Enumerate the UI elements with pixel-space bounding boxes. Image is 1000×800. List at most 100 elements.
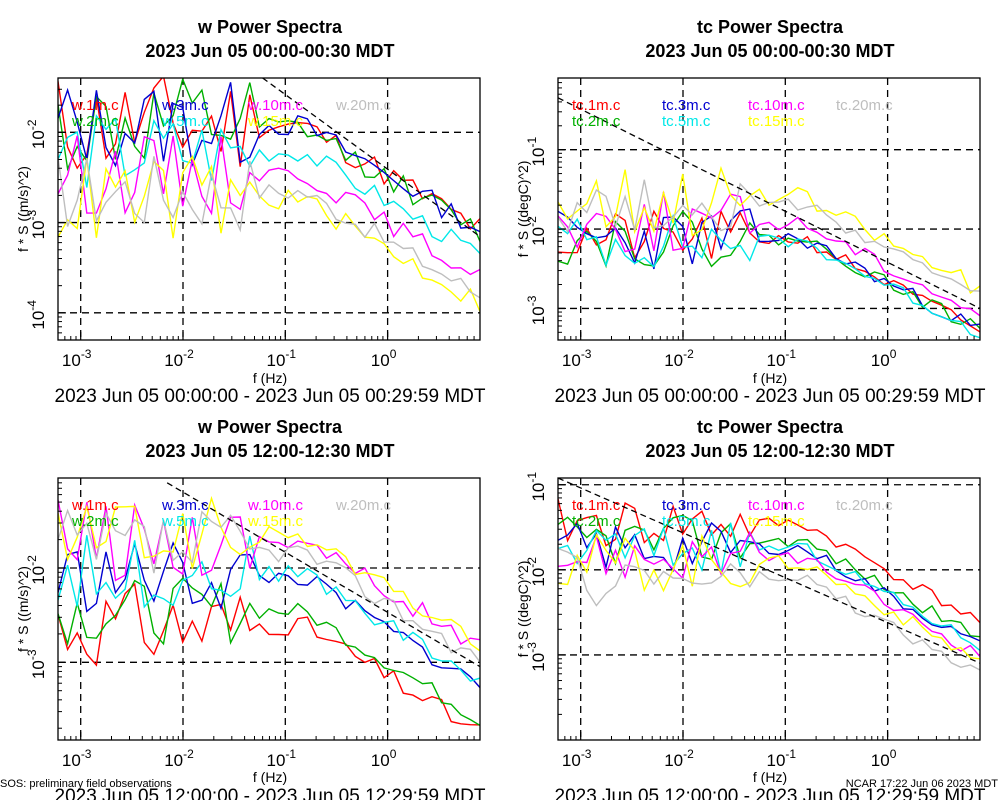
series-line-20m [58,508,480,663]
legend-entry-15m: tc.15m.c [748,513,805,530]
series-line-1m [58,78,480,230]
legend-entry-2m: w.2m.c [71,513,119,530]
x-tick-label: 10-2 [664,347,694,370]
series-line-2m [58,577,480,726]
footer-left: SOS: preliminary field observations [0,778,172,790]
y-tick-label: 10-3 [25,209,48,239]
legend-entry-1m: tc.1m.c [572,97,621,114]
chart-panel-1: w Power Spectra 2023 Jun 05 00:00-00:30 M… [15,17,486,407]
legend-entry-2m: tc.2m.c [572,513,621,530]
series-line-15m [58,495,480,652]
x-tick-label: 10-3 [62,347,92,370]
chart-title: w Power Spectra [197,17,343,37]
chart-subtitle: 2023 Jun 05 00:00-00:30 MDT [645,41,894,61]
y-tick-label: 10-3 [25,649,48,679]
series-line-15m [558,165,980,294]
y-tick-label: 10-1 [525,137,548,167]
y-tick-label: 10-3 [525,642,548,672]
series-line-15m [558,533,980,660]
series-line-15m [58,154,480,312]
legend-entry-3m: w.3m.c [161,97,209,114]
x-axis-label: f (Hz) [753,370,787,386]
reference-slope-line [166,482,480,668]
legend-entry-2m: tc.2m.c [572,113,621,130]
series-group [558,498,980,671]
legend-entry-3m: tc.3m.c [662,97,711,114]
series-line-1m [558,209,980,333]
reference-slope-line [262,78,480,238]
y-tick-label: 10-1 [525,472,548,502]
legend-entry-15m: tc.15m.c [748,113,805,130]
x-tick-label: 100 [871,747,897,770]
series-line-20m [58,156,480,299]
chart-subtitle: 2023 Jun 05 00:00-00:30 MDT [145,41,394,61]
series-line-5m [558,213,980,339]
x-tick-label: 10-2 [664,747,694,770]
x-tick-label: 10-2 [164,747,194,770]
legend-entry-10m: w.10m.c [247,497,304,514]
y-tick-label: 10-2 [25,555,48,585]
x-tick-label: 100 [871,347,897,370]
legend-entry-20m: tc.20m.c [836,497,893,514]
x-tick-label: 10-1 [267,747,297,770]
y-tick-label: 10-4 [25,300,48,330]
x-axis-label: f (Hz) [753,769,787,785]
legend-entry-1m: w.1m.c [71,97,119,114]
time-range-label: 2023 Jun 05 00:00:00 - 2023 Jun 05 00:29… [55,386,486,407]
reference-slope-line [558,478,980,664]
series-group [58,78,480,312]
y-axis-label: f * S ((degC)^2) [515,561,531,658]
legend-entry-2m: w.2m.c [71,113,119,130]
legend-entry-5m: w.5m.c [161,513,209,530]
legend-entry-1m: tc.1m.c [572,497,621,514]
series-line-20m [558,547,980,671]
y-tick-label: 10-3 [525,295,548,325]
y-tick-label: 10-2 [525,216,548,246]
chart-panel-4: tc Power Spectra 2023 Jun 05 12:00-12:30 … [515,417,986,800]
chart-subtitle: 2023 Jun 05 12:00-12:30 MDT [145,441,394,461]
legend-entry-10m: w.10m.c [247,97,304,114]
legend-entry-3m: tc.3m.c [662,497,711,514]
y-axis-label: f * S ((m/s)^2) [15,566,31,652]
x-tick-label: 100 [371,747,397,770]
footer-right: NCAR 17:22 Jun 06 2023 MDT [845,778,998,790]
series-line-1m [558,498,980,624]
series-line-5m [558,522,980,652]
series-line-3m [558,208,980,327]
legend-entry-20m: w.20m.c [335,97,392,114]
legend-entry-15m: w.15m.c [247,113,304,130]
series-line-1m [58,582,480,726]
x-tick-label: 10-2 [164,347,194,370]
x-tick-label: 10-3 [562,747,592,770]
legend-entry-10m: tc.10m.c [748,497,805,514]
x-tick-label: 10-3 [562,347,592,370]
y-tick-label: 10-2 [525,557,548,587]
time-range-label: 2023 Jun 05 00:00:00 - 2023 Jun 05 00:29… [555,386,986,407]
series-line-3m [58,540,480,689]
legend-entry-5m: tc.5m.c [662,513,711,530]
series-line-10m [558,530,980,658]
x-tick-label: 10-1 [767,347,797,370]
series-line-5m [58,114,480,254]
series-group [58,495,480,726]
chart-panel-2: tc Power Spectra 2023 Jun 05 00:00-00:30 … [515,17,986,407]
legend-entry-20m: w.20m.c [335,497,392,514]
legend-entry-5m: w.5m.c [161,113,209,130]
legend-entry-1m: w.1m.c [71,497,119,514]
time-range-label: 2023 Jun 05 12:00:00 - 2023 Jun 05 12:29… [55,786,486,800]
reference-slope-line [558,97,980,309]
y-tick-label: 10-2 [25,119,48,149]
x-axis-label: f (Hz) [253,769,287,785]
y-axis-label: f * S ((m/s)^2) [15,166,31,252]
x-tick-label: 10-3 [62,747,92,770]
series-line-10m [558,191,980,317]
chart-title: tc Power Spectra [697,17,844,37]
series-line-2m [58,78,480,242]
legend-entry-3m: w.3m.c [161,497,209,514]
legend-entry-5m: tc.5m.c [662,113,711,130]
x-tick-label: 10-1 [767,747,797,770]
x-tick-label: 100 [371,347,397,370]
time-range-label: 2023 Jun 05 12:00:00 - 2023 Jun 05 12:29… [555,786,986,800]
legend-entry-15m: w.15m.c [247,513,304,530]
